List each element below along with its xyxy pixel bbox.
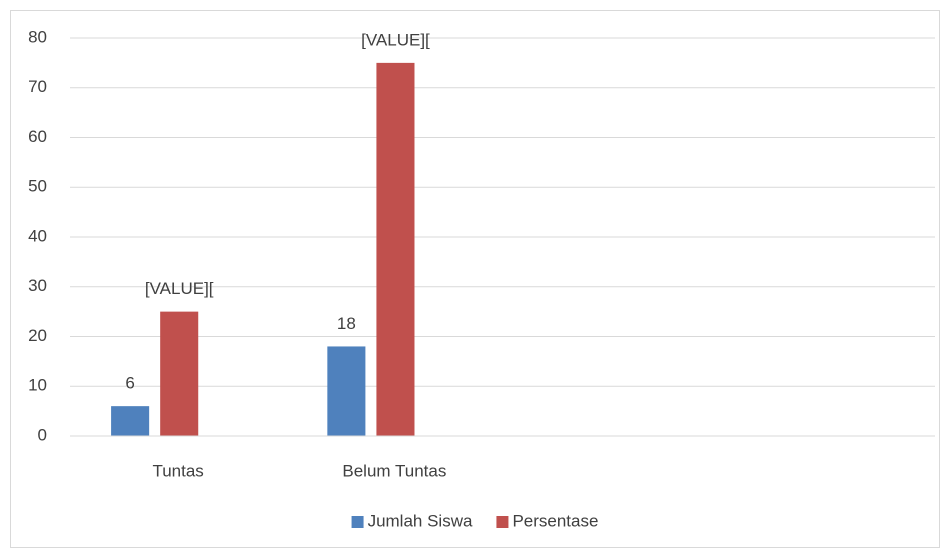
y-tick-label: 40 bbox=[28, 226, 47, 245]
legend-label: Persentase bbox=[512, 511, 598, 530]
legend-swatch bbox=[496, 516, 509, 528]
data-label: [VALUE][ bbox=[145, 279, 214, 298]
data-label: 6 bbox=[125, 374, 134, 393]
y-tick-label: 20 bbox=[28, 326, 47, 345]
y-tick-label: 70 bbox=[28, 77, 47, 96]
y-tick-label: 60 bbox=[28, 127, 47, 146]
x-tick-label: Belum Tuntas bbox=[342, 461, 446, 480]
bar bbox=[376, 62, 415, 436]
y-tick-label: 0 bbox=[38, 425, 47, 444]
bar bbox=[160, 311, 199, 436]
y-tick-label: 30 bbox=[28, 276, 47, 295]
chart-border bbox=[10, 10, 940, 548]
x-tick-label: Tuntas bbox=[152, 461, 203, 480]
bar bbox=[327, 346, 366, 436]
y-tick-label: 50 bbox=[28, 177, 47, 196]
bar bbox=[111, 406, 150, 436]
legend-swatch bbox=[351, 516, 364, 528]
y-tick-label: 80 bbox=[28, 27, 47, 46]
data-label: 18 bbox=[337, 314, 356, 333]
y-tick-label: 10 bbox=[28, 376, 47, 395]
data-label: [VALUE][ bbox=[361, 30, 430, 49]
legend-label: Jumlah Siswa bbox=[368, 511, 473, 530]
